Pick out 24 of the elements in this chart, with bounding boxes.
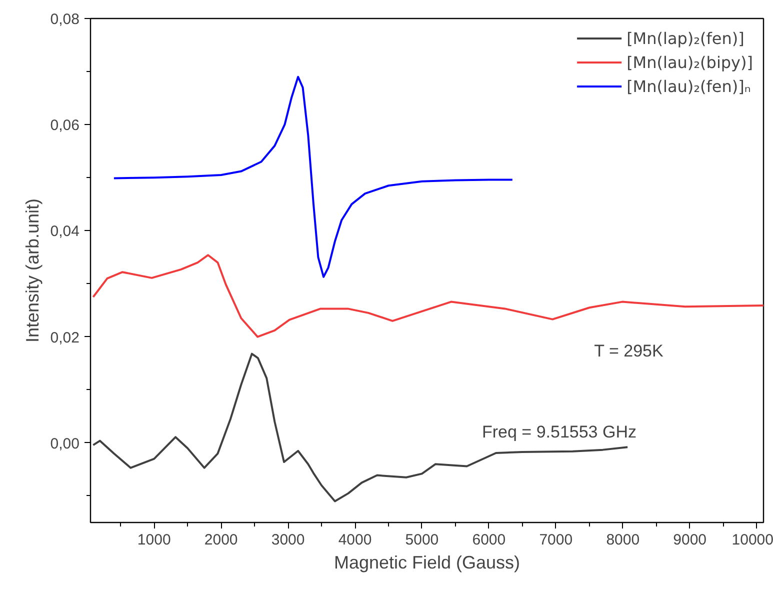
y-tick-label: 0,02 <box>50 329 80 346</box>
y-tick-label: 0,00 <box>50 435 80 452</box>
y-axis-title: Intensity (arb.unit) <box>22 198 42 343</box>
x-tick-label: 1000 <box>137 532 171 548</box>
y-tick-label: 0,04 <box>50 223 80 240</box>
x-tick-label: 6000 <box>472 532 506 548</box>
x-axis-title: Magnetic Field (Gauss) <box>334 552 520 572</box>
x-tick-label: 5000 <box>405 532 439 548</box>
x-tick-label: 9000 <box>673 532 707 548</box>
y-tick-label: 0,06 <box>50 117 80 134</box>
annotation: T = 295K <box>594 342 664 361</box>
annotation: Freq = 9.51553 GHz <box>482 422 637 442</box>
x-tick-label: 4000 <box>338 532 372 548</box>
x-tick-label: 10000 <box>732 532 773 548</box>
legend-label: [Mn(lau)₂(fen)]ₙ <box>626 76 751 96</box>
legend-label: [Mn(lau)₂(bipy)] <box>626 52 753 72</box>
x-tick-label: 7000 <box>539 532 573 548</box>
x-tick-label: 8000 <box>606 532 640 548</box>
x-tick-label: 3000 <box>271 532 305 548</box>
y-tick-label: 0,08 <box>50 11 80 28</box>
line-series <box>92 254 764 338</box>
line-series <box>112 76 514 278</box>
legend-label: [Mn(lap)₂(fen)] <box>626 28 744 48</box>
x-tick-label: 2000 <box>204 532 238 548</box>
